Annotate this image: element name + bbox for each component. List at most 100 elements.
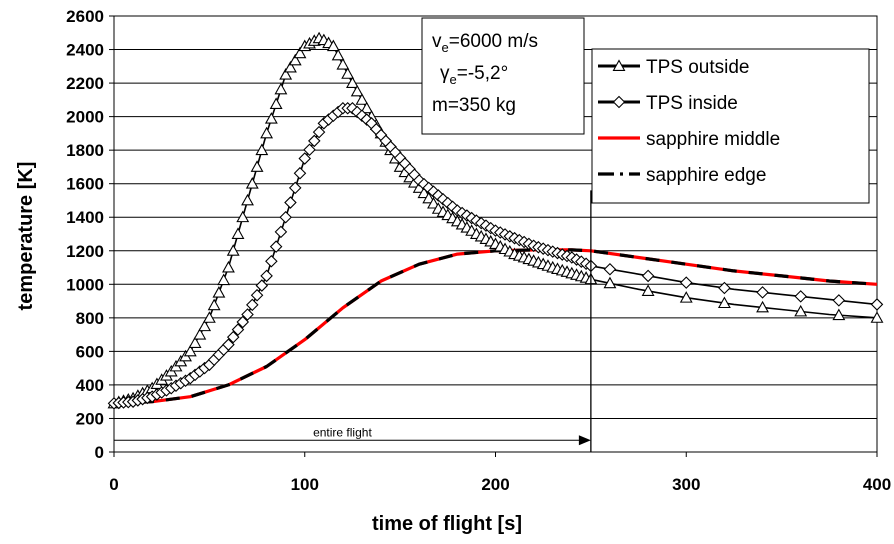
x-tick-label: 300: [672, 475, 700, 494]
data-point-tps-inside: [246, 298, 259, 312]
parameters-box: ve=6000 m/s γe=-5,2° m=350 kg: [421, 17, 585, 135]
data-point-tps-outside: [217, 273, 231, 286]
data-point-tps-inside: [298, 152, 312, 165]
data-point-tps-inside: [222, 338, 235, 351]
annotation-layer: entire flight: [114, 190, 592, 452]
data-point-tps-inside: [236, 315, 250, 329]
velocity-label: ve=6000 m/s: [432, 31, 538, 55]
y-tick-label: 1200: [66, 242, 104, 261]
data-point-tps-outside: [331, 48, 345, 61]
parameters-box-frame: [421, 17, 585, 135]
data-point-tps-outside: [183, 344, 197, 357]
legend-item-tps-outside: TPS outside: [598, 57, 750, 78]
data-point-tps-inside: [269, 240, 283, 253]
data-point-tps-outside: [226, 244, 240, 256]
y-tick-label: 1800: [66, 141, 104, 160]
data-point-tps-outside: [341, 67, 355, 79]
data-point-tps-inside: [312, 125, 326, 139]
y-tick-label: 200: [76, 409, 104, 428]
x-axis-title: time of flight [s]: [372, 513, 522, 535]
data-point-tps-outside: [870, 311, 884, 323]
data-point-tps-inside: [274, 225, 288, 239]
data-point-tps-inside: [641, 269, 655, 283]
data-point-tps-inside: [265, 254, 278, 268]
entire-flight-arrowhead: [578, 435, 591, 446]
data-point-tps-outside: [284, 60, 297, 73]
data-point-tps-outside: [264, 112, 278, 124]
y-tick-label: 1400: [66, 208, 104, 227]
y-tick-label: 2400: [66, 41, 104, 60]
y-tick-label: 600: [76, 342, 104, 361]
y-tick-label: 800: [76, 309, 104, 328]
x-tick-label: 400: [863, 475, 891, 494]
data-point-tps-outside: [222, 260, 235, 273]
data-point-tps-outside: [212, 286, 226, 298]
data-point-tps-outside: [188, 336, 202, 348]
legend-label: TPS inside: [646, 93, 738, 114]
data-point-tps-outside: [255, 143, 269, 156]
data-point-tps-inside: [226, 330, 240, 344]
data-point-tps-outside: [360, 101, 374, 114]
y-tick-labels: 0 200 400 600 800 1000 1200 1400 1600 1800 2000 220…: [66, 7, 104, 462]
data-point-tps-inside: [241, 308, 254, 321]
data-point-tps-inside: [603, 262, 617, 276]
series-line-sapphire-edge: [113, 248, 878, 405]
y-tick-label: 1600: [66, 175, 104, 194]
data-point-tps-outside: [288, 53, 302, 66]
y-axis-title: temperature [K]: [15, 162, 37, 311]
legend: TPS outside TPS inside sapphire middle sapp…: [591, 48, 870, 204]
data-point-tps-outside: [326, 39, 340, 52]
y-tick-label: 1000: [66, 275, 104, 294]
x-tick-label: 200: [481, 475, 509, 494]
legend-item-sapphire-edge: sapphire edge: [598, 165, 766, 186]
data-point-tps-inside: [303, 143, 316, 157]
data-point-tps-outside: [355, 93, 369, 105]
data-point-tps-outside: [198, 319, 212, 332]
data-point-tps-outside: [293, 46, 307, 59]
flight-path-angle-label: γe=-5,2°: [440, 63, 508, 87]
data-point-tps-inside: [718, 281, 731, 295]
data-point-tps-inside: [679, 276, 693, 289]
y-tick-label: 2200: [66, 74, 104, 93]
data-point-tps-inside: [832, 294, 846, 307]
data-point-tps-outside: [231, 227, 245, 239]
data-point-tps-outside: [245, 177, 259, 189]
y-tick-label: 2600: [66, 7, 104, 26]
legend-marker: [612, 95, 626, 109]
data-point-tps-inside: [231, 323, 245, 336]
data-point-tps-outside: [422, 191, 436, 204]
legend-item-tps-inside: TPS inside: [598, 93, 738, 114]
data-point-tps-outside: [832, 308, 846, 321]
data-point-tps-outside: [417, 186, 431, 199]
data-point-tps-outside: [279, 68, 293, 80]
data-point-tps-outside: [641, 284, 655, 296]
data-point-tps-outside: [236, 210, 250, 223]
markers-layer: [107, 31, 884, 410]
x-tick-labels: 0 100 200 300 400: [109, 475, 891, 494]
data-point-tps-inside: [250, 288, 264, 302]
x-tick-label: 100: [291, 475, 319, 494]
data-point-tps-outside: [427, 196, 440, 209]
data-point-tps-outside: [274, 82, 288, 95]
data-point-tps-outside: [756, 300, 769, 313]
data-point-tps-outside: [346, 76, 359, 89]
data-point-tps-inside: [284, 196, 297, 209]
data-point-tps-inside: [255, 279, 269, 292]
mass-label: m=350 kg: [432, 95, 516, 116]
data-point-tps-outside: [202, 311, 216, 323]
legend-marker: [612, 59, 626, 71]
legend-frame: [591, 48, 870, 204]
legend-item-sapphire-middle: sapphire middle: [598, 129, 780, 150]
x-tick-label: 0: [109, 475, 118, 494]
legend-label: sapphire middle: [646, 129, 780, 150]
data-point-tps-inside: [794, 290, 807, 303]
data-point-tps-inside: [279, 210, 292, 224]
legend-label: TPS outside: [646, 57, 750, 78]
data-point-tps-outside: [350, 84, 364, 97]
data-point-tps-inside: [260, 269, 273, 283]
data-point-tps-outside: [794, 304, 808, 317]
data-point-tps-outside: [269, 97, 283, 109]
data-point-tps-outside: [207, 298, 221, 311]
data-point-tps-inside: [870, 298, 884, 311]
